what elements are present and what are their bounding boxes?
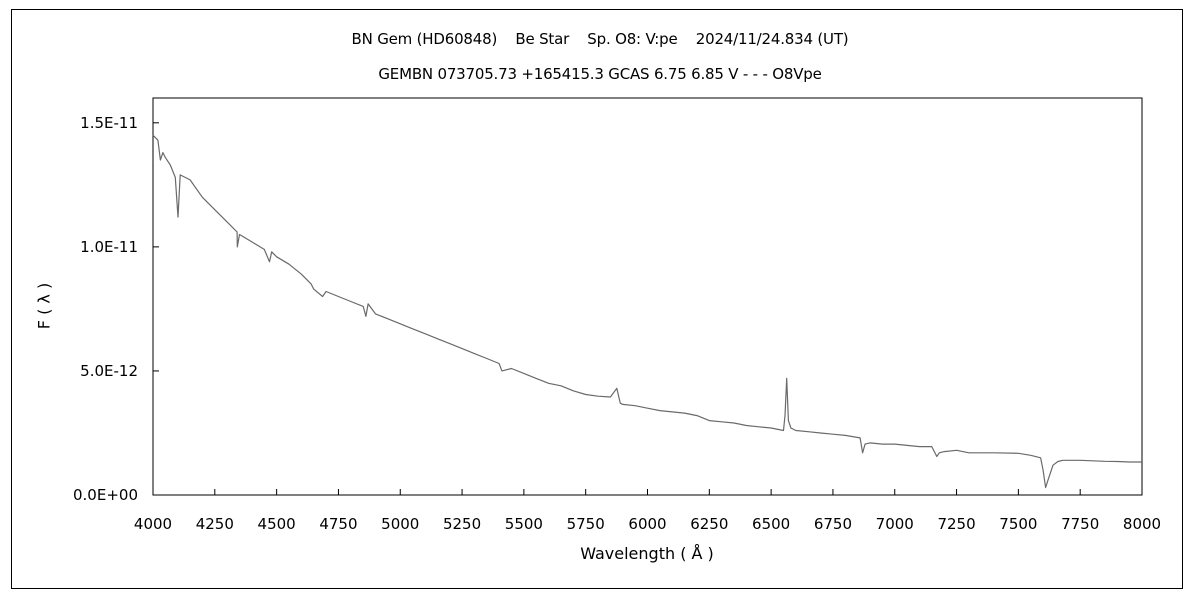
x-tick-label: 7250	[937, 515, 975, 533]
x-tick-label: 6500	[752, 515, 790, 533]
x-tick-label: 5250	[443, 515, 481, 533]
y-tick-label: 5.0E-12	[80, 362, 138, 380]
spectrum-series-line	[152, 134, 1142, 489]
x-tick-label: 7000	[876, 515, 914, 533]
x-tick-label: 4750	[319, 515, 357, 533]
x-tick-label: 5750	[567, 515, 605, 533]
y-tick-label: 0.0E+00	[73, 486, 138, 504]
y-axis: 0.0E+00 5.0E-12 1.0E-11 1.5E-11	[73, 114, 159, 504]
y-axis-label: F ( λ )	[34, 282, 54, 330]
plot-area	[152, 97, 1143, 496]
x-tick-label: 5500	[505, 515, 543, 533]
x-tick-label: 6750	[814, 515, 852, 533]
x-tick-label: 6250	[690, 515, 728, 533]
x-tick-label: 6000	[628, 515, 666, 533]
y-tick-label: 1.0E-11	[80, 238, 138, 256]
chart-subtitle: GEMBN 073705.73 +165415.3 GCAS 6.75 6.85…	[378, 65, 822, 83]
chart-frame	[11, 9, 1183, 589]
chart-title: BN Gem (HD60848) Be Star Sp. O8: V:pe 20…	[351, 30, 849, 48]
x-tick-label: 8000	[1123, 515, 1161, 533]
x-tick-label: 4500	[258, 515, 296, 533]
x-tick-label: 5000	[381, 515, 419, 533]
y-tick-label: 1.5E-11	[80, 114, 138, 132]
x-axis-label: Wavelength ( Å )	[580, 544, 714, 563]
x-axis: 4000 4250 4500 4750 5000 5250 5500 5750 6000 6250…	[134, 489, 1161, 533]
x-tick-label: 4000	[134, 515, 172, 533]
x-tick-label: 7500	[999, 515, 1037, 533]
x-tick-label: 4250	[196, 515, 234, 533]
x-tick-label: 7750	[1061, 515, 1099, 533]
